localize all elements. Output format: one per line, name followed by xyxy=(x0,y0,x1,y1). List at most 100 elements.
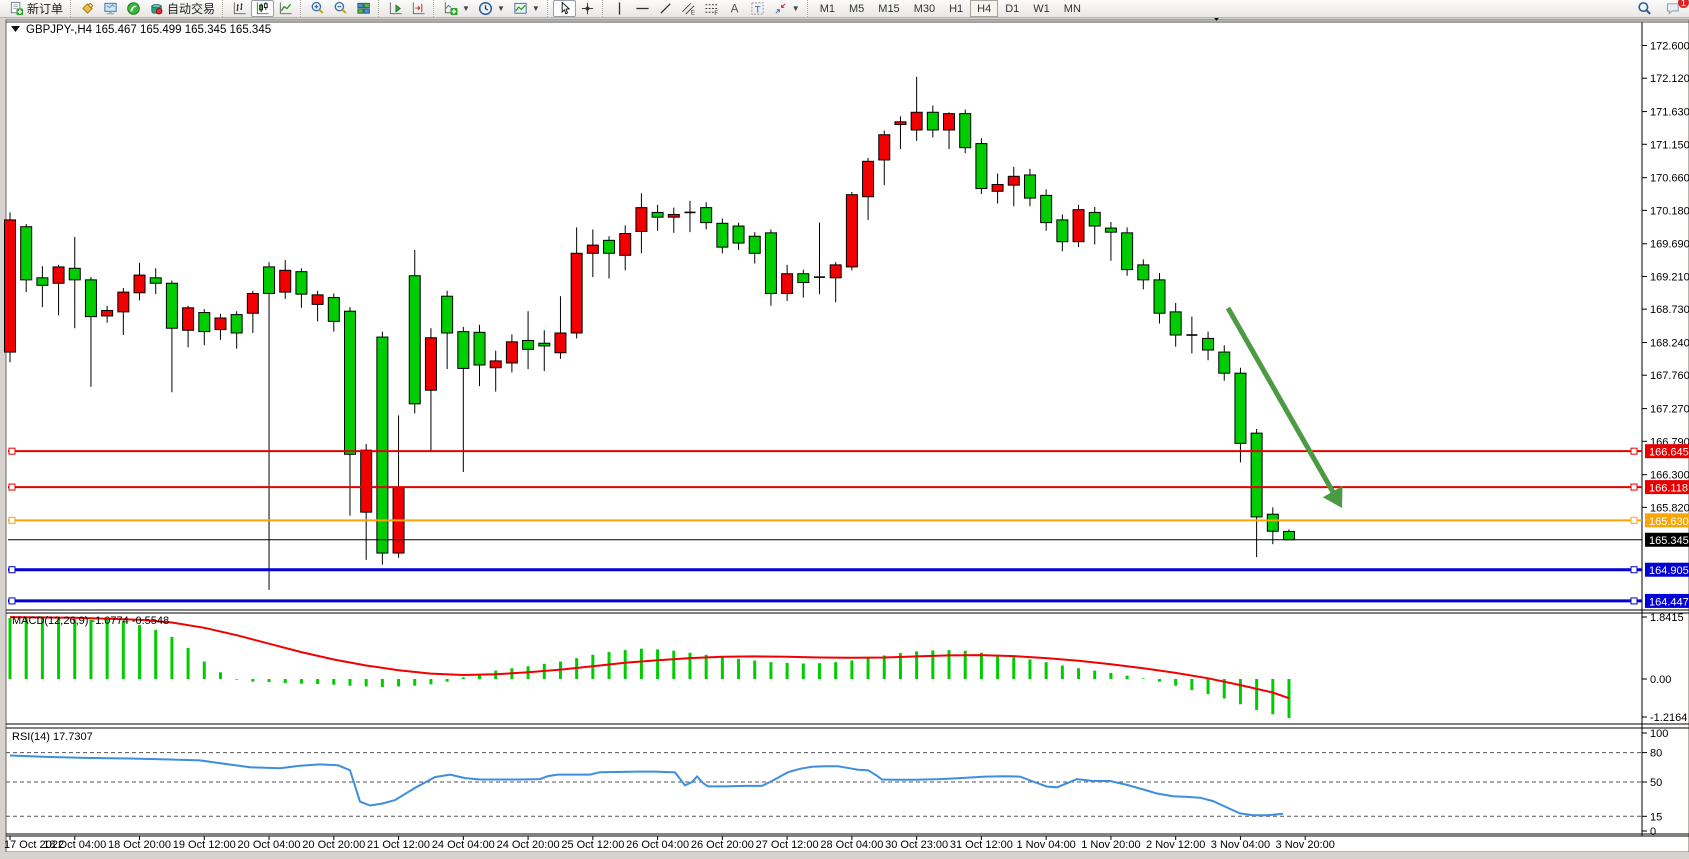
candle-body xyxy=(505,341,518,364)
indicators-icon[interactable] xyxy=(76,0,99,17)
candle-body xyxy=(781,273,794,294)
rsi-tick: 80 xyxy=(1650,748,1662,760)
candle-body xyxy=(279,269,292,293)
candlestick-button[interactable] xyxy=(251,0,275,17)
candle-body xyxy=(764,232,777,294)
support-line-164447[interactable]: 164.447 xyxy=(8,593,1689,609)
candle-body xyxy=(343,310,356,455)
svg-text:F: F xyxy=(714,10,718,16)
line-handle xyxy=(8,566,16,574)
timeframe-w1[interactable]: W1 xyxy=(1033,2,1050,15)
resistance-line-166118[interactable]: 166.118 xyxy=(8,480,1689,495)
sell-arrow[interactable] xyxy=(1225,306,1343,508)
time-tick: 26 Oct 20:00 xyxy=(691,839,754,851)
trendline-button-glyph xyxy=(660,3,671,14)
vertical-line-button[interactable] xyxy=(608,0,631,17)
chat-button[interactable]: 1 xyxy=(1662,0,1689,17)
support-line-165630[interactable]: 165.630 xyxy=(8,513,1689,528)
time-tick: 20 Oct 04:00 xyxy=(238,839,301,851)
line-chart-button[interactable] xyxy=(274,0,297,17)
candle-body xyxy=(20,226,33,281)
candle-body xyxy=(926,111,939,131)
templates-button[interactable]: ▼ xyxy=(509,0,544,17)
periods-button-dropdown-icon[interactable]: ▼ xyxy=(496,4,505,13)
price-tick: 168.240 xyxy=(1650,338,1689,350)
text-button-glyph: A xyxy=(730,3,738,16)
cursor-button[interactable] xyxy=(552,0,576,17)
indicators-icon-glyph xyxy=(82,2,94,14)
timeframe-d1[interactable]: D1 xyxy=(1005,2,1020,15)
candle-body xyxy=(1056,219,1069,243)
candle-body xyxy=(586,244,599,254)
zoom-in-button[interactable] xyxy=(306,0,329,17)
candle-body xyxy=(84,279,97,318)
candle-body xyxy=(198,312,211,333)
candle-body xyxy=(1121,232,1134,271)
line-handle xyxy=(1630,483,1638,491)
macd-tick: 1.8415 xyxy=(1650,612,1684,624)
price-label-box xyxy=(1645,532,1689,547)
horizontal-line-button[interactable] xyxy=(631,0,654,17)
candle-body xyxy=(797,273,810,284)
symbol-collapse-icon[interactable] xyxy=(11,26,20,32)
periods-button[interactable]: ▼ xyxy=(474,0,509,17)
tile-windows-button[interactable] xyxy=(352,0,375,17)
timeframe-m5[interactable]: M5 xyxy=(849,2,865,15)
text-label-button[interactable]: T xyxy=(746,0,769,17)
signals-icon[interactable] xyxy=(122,0,145,17)
chart-shift-button[interactable] xyxy=(407,0,430,17)
time-tick: 2 Nov 12:00 xyxy=(1146,839,1205,851)
zoom-out-button[interactable] xyxy=(329,0,352,17)
price-tick: 168.730 xyxy=(1650,304,1689,316)
timeframe-h1[interactable]: H1 xyxy=(949,2,964,15)
line-handle xyxy=(8,447,16,455)
candle-body xyxy=(311,294,324,305)
price-tick: 169.210 xyxy=(1650,271,1689,283)
autotrading-button[interactable]: 自动交易 xyxy=(145,0,219,17)
new-order-button[interactable]: 新订单 xyxy=(5,0,67,17)
resistance-line-166645[interactable]: 166.645 xyxy=(8,444,1689,459)
timeframe-m30[interactable]: M30 xyxy=(913,2,936,15)
rsi-tick: 0 xyxy=(1650,826,1656,838)
candle-body xyxy=(748,235,761,254)
arrows-button-dropdown-icon[interactable]: ▼ xyxy=(791,4,800,13)
time-tick: 18 Oct 04:00 xyxy=(43,839,106,851)
support-line-164905[interactable]: 164.905 xyxy=(8,562,1689,578)
crosshair-button[interactable] xyxy=(576,0,599,17)
timeframe-mn[interactable]: MN xyxy=(1063,2,1081,15)
add-indicator-button[interactable]: ▼ xyxy=(439,0,474,17)
fibonacci-button[interactable]: F xyxy=(700,0,723,17)
bar-chart-button[interactable] xyxy=(228,0,251,17)
bid-price-line[interactable]: 165.345 xyxy=(8,532,1689,548)
price-label-text: 166.118 xyxy=(1649,483,1688,495)
candle-body xyxy=(117,291,130,313)
price-label-box xyxy=(1645,444,1689,459)
timeframe-m1[interactable]: M1 xyxy=(819,2,835,15)
zoom-in-button-glyph xyxy=(311,1,324,14)
auto-scroll-button[interactable] xyxy=(384,0,407,17)
autotrading-button-label: 自动交易 xyxy=(167,2,216,16)
add-indicator-button-dropdown-icon[interactable]: ▼ xyxy=(462,4,470,13)
arrows-button[interactable]: ▼ xyxy=(769,0,804,17)
trendline-button[interactable] xyxy=(654,0,677,17)
timeframe-m15[interactable]: M15 xyxy=(878,2,900,15)
candle-body xyxy=(1104,227,1117,233)
line-handle xyxy=(8,483,16,491)
app-group: 自动交易 xyxy=(70,0,222,17)
time-tick: 24 Oct 04:00 xyxy=(432,839,495,851)
price-label-text: 165.630 xyxy=(1649,516,1689,528)
new-order-button-label: 新订单 xyxy=(27,2,64,16)
price-tick: 167.270 xyxy=(1650,404,1689,416)
templates-button-glyph xyxy=(514,2,527,14)
equidistant-channel-button[interactable]: E xyxy=(677,0,700,17)
candle-body xyxy=(133,274,146,294)
price-axis[interactable]: 172.600 172.120 171.630 171.150 170.660 170.1… xyxy=(1642,41,1689,515)
text-button[interactable]: A xyxy=(723,0,746,17)
charts-window-icon[interactable] xyxy=(99,0,122,17)
search-button[interactable] xyxy=(1633,0,1656,17)
candle-body xyxy=(327,297,340,322)
templates-button-dropdown-icon[interactable]: ▼ xyxy=(531,4,540,13)
time-tick: 26 Oct 04:00 xyxy=(626,839,689,851)
timeframe-h4[interactable]: H4 xyxy=(970,0,999,17)
